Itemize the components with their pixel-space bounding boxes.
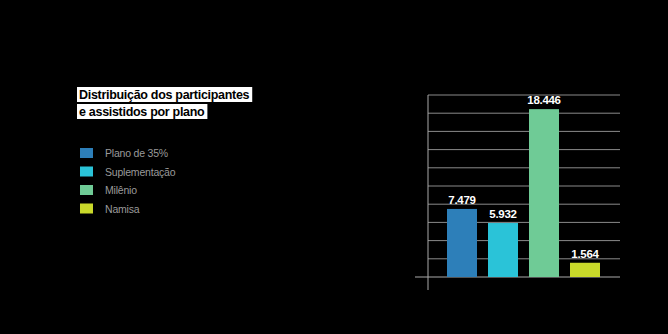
- y-axis: [428, 95, 429, 290]
- title-box: [77, 87, 252, 102]
- grid-line: [428, 186, 620, 187]
- chart: Distribuição dos participantes e assistid…: [0, 0, 668, 334]
- grid-line: [428, 113, 620, 114]
- bars: [447, 109, 600, 277]
- grid-line: [428, 167, 620, 168]
- data-label: 5.932: [489, 208, 516, 220]
- legend-swatch: [80, 148, 93, 158]
- legend-swatch: [80, 204, 93, 214]
- legend-swatch: [80, 167, 93, 177]
- legend-label: Namisa: [105, 203, 140, 215]
- bar: [447, 209, 477, 277]
- legend-swatch: [80, 185, 93, 195]
- bar: [570, 263, 600, 277]
- legend-label: Plano de 35%: [105, 147, 168, 159]
- legend-label: Milênio: [105, 184, 137, 196]
- background: [0, 0, 668, 334]
- title-line: e assistidos por plano: [79, 105, 205, 119]
- title: Distribuição dos participantes e assistid…: [77, 87, 252, 119]
- grid-line: [428, 131, 620, 132]
- bar: [529, 109, 559, 277]
- data-label: 18.446: [527, 94, 560, 106]
- grid-line: [428, 95, 620, 96]
- bar: [488, 223, 518, 277]
- data-label: 7.479: [448, 194, 475, 206]
- title-line: Distribuição dos participantes: [79, 88, 250, 102]
- grid-line: [428, 149, 620, 150]
- title-box: [77, 104, 207, 119]
- legend-label: Suplementação: [105, 166, 176, 178]
- data-label: 1.564: [571, 248, 599, 260]
